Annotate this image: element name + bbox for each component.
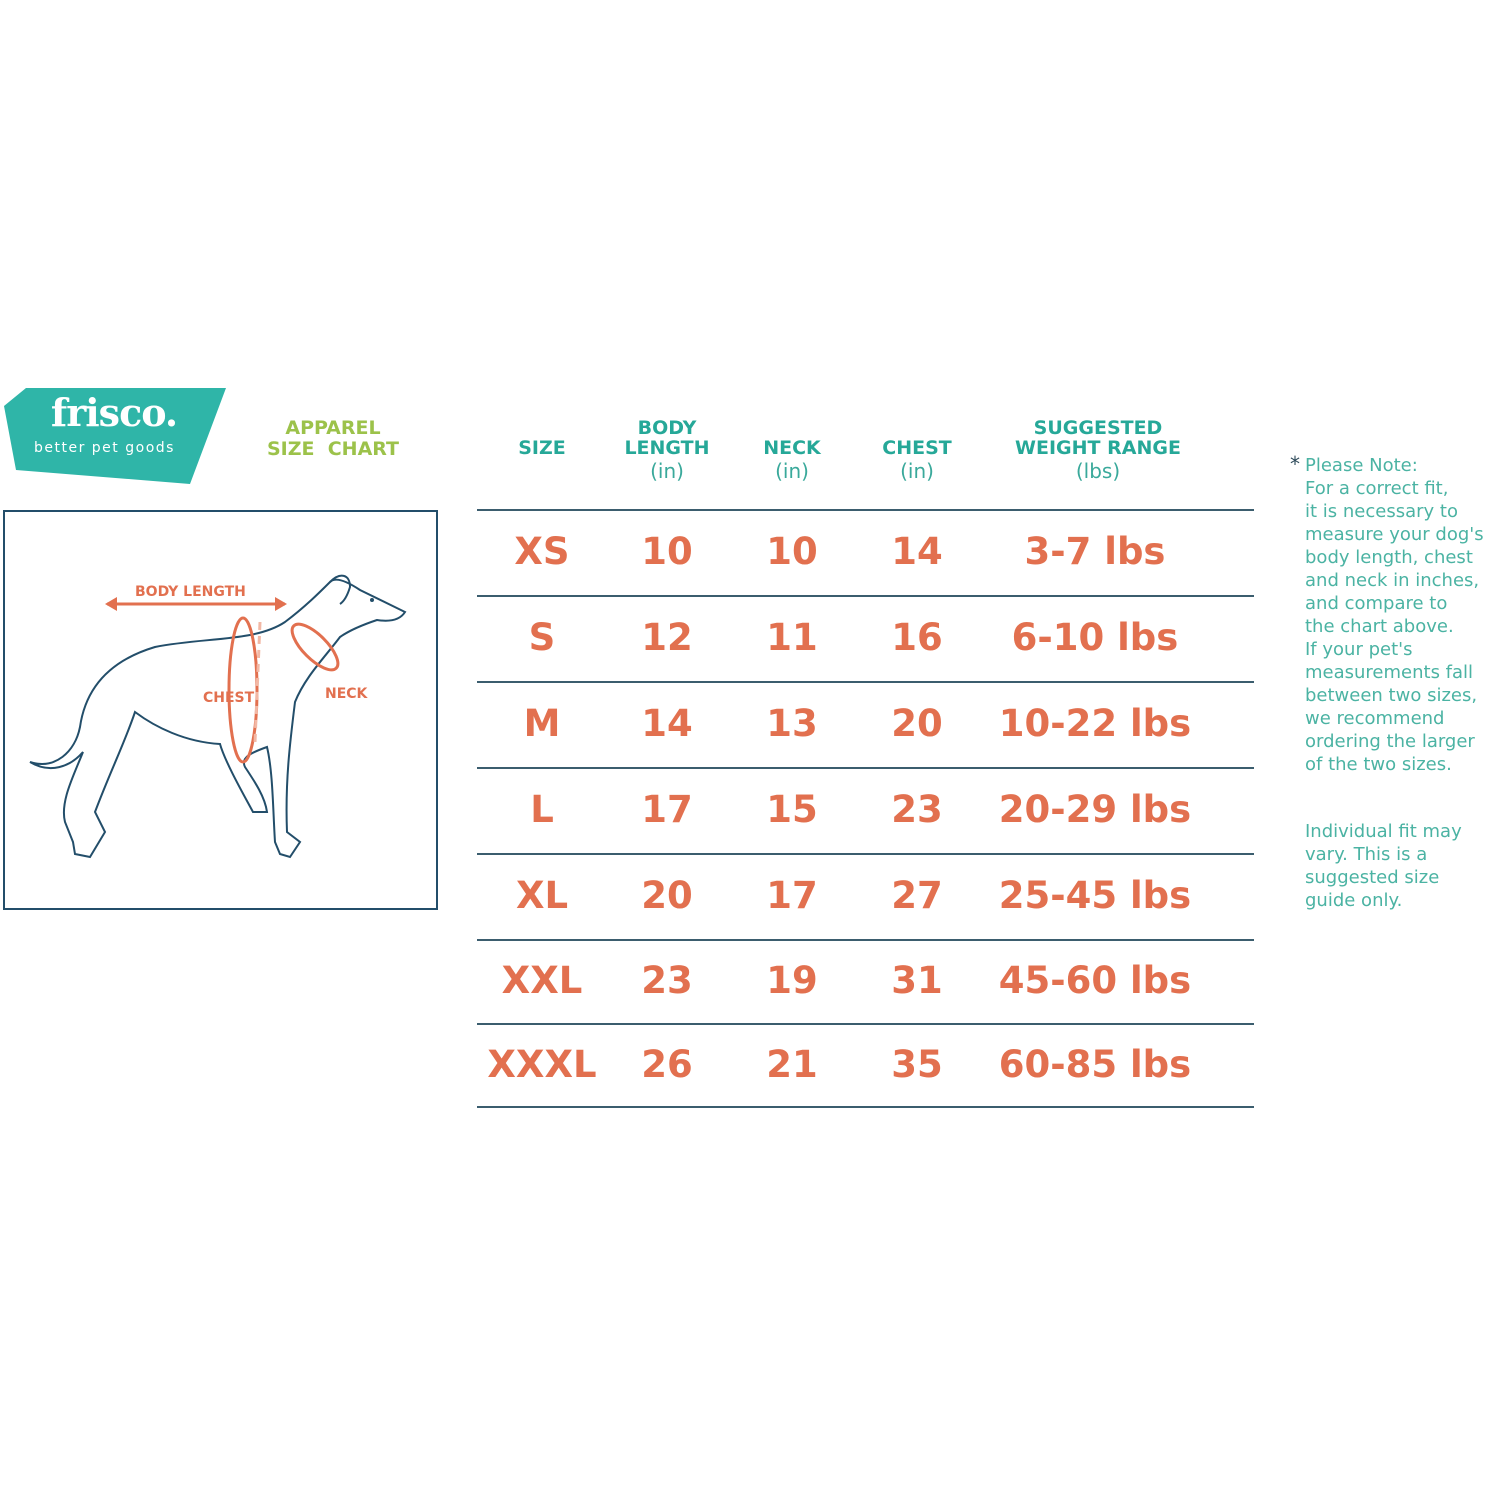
- asterisk: *: [1290, 452, 1300, 476]
- cell-weight-range: 20-29 lbs: [998, 788, 1192, 831]
- header-body-length: BODY LENGTH (in): [624, 417, 710, 483]
- header-chest: CHEST (in): [882, 437, 952, 483]
- cell-neck: 13: [766, 702, 818, 745]
- chest-label: CHEST: [203, 690, 255, 706]
- cell-weight-range: 10-22 lbs: [998, 702, 1192, 745]
- cell-body-length: 17: [641, 788, 693, 831]
- row-divider: [477, 853, 1254, 855]
- cell-neck: 15: [766, 788, 818, 831]
- cell-size: XS: [514, 530, 570, 573]
- dog-outline: [29, 578, 407, 859]
- row-divider: [477, 681, 1254, 683]
- fit-disclaimer: Individual fit may vary. This is a sugge…: [1305, 821, 1462, 911]
- cell-body-length: 10: [641, 530, 693, 573]
- row-divider: [477, 767, 1254, 769]
- cell-neck: 10: [766, 530, 818, 573]
- cell-size: XXXL: [487, 1042, 597, 1086]
- cell-body-length: 26: [641, 1042, 693, 1086]
- title-line-2: SIZE CHART: [266, 438, 400, 460]
- cell-body-length: 12: [641, 616, 693, 659]
- cell-size: S: [528, 616, 556, 659]
- fit-note: Please Note: For a correct fit, it is ne…: [1305, 455, 1484, 775]
- row-divider: [477, 509, 1254, 511]
- cell-chest: 14: [891, 530, 943, 573]
- cell-size: XL: [515, 874, 569, 917]
- cell-body-length: 20: [641, 874, 693, 917]
- chart-title: APPAREL SIZE CHART: [262, 418, 404, 460]
- header-weight-range: SUGGESTED WEIGHT RANGE (lbs): [1015, 417, 1181, 483]
- frisco-logo: frisco. better pet goods: [4, 388, 228, 484]
- dog-ear: [329, 574, 352, 605]
- cell-body-length: 23: [641, 959, 693, 1002]
- brand-name: frisco.: [50, 390, 178, 435]
- neck-loop: [290, 622, 340, 672]
- cell-body-length: 14: [641, 702, 693, 745]
- cell-chest: 35: [891, 1042, 943, 1086]
- cell-weight-range: 60-85 lbs: [998, 1042, 1192, 1086]
- cell-chest: 27: [891, 874, 943, 917]
- header-size: SIZE: [518, 437, 566, 459]
- row-divider: [477, 595, 1254, 597]
- chest-loop: [227, 616, 259, 764]
- brand-tagline: better pet goods: [34, 440, 175, 456]
- cell-weight-range: 6-10 lbs: [1011, 616, 1179, 659]
- cell-chest: 23: [891, 788, 943, 831]
- cell-neck: 11: [766, 616, 818, 659]
- cell-size: XXL: [501, 959, 583, 1002]
- cell-chest: 31: [891, 959, 943, 1002]
- cell-chest: 16: [891, 616, 943, 659]
- cell-neck: 19: [766, 959, 818, 1002]
- body-length-label: BODY LENGTH: [135, 584, 246, 600]
- cell-neck: 17: [766, 874, 818, 917]
- cell-weight-range: 25-45 lbs: [998, 874, 1192, 917]
- cell-size: L: [530, 788, 554, 831]
- cell-size: M: [523, 702, 561, 745]
- row-divider: [477, 1106, 1254, 1108]
- dog-measurement-illustration: BODY LENGTH CHEST NECK: [3, 510, 438, 910]
- cell-neck: 21: [766, 1042, 818, 1086]
- row-divider: [477, 939, 1254, 941]
- title-line-1: APPAREL: [285, 417, 381, 439]
- neck-label: NECK: [325, 686, 369, 702]
- cell-chest: 20: [891, 702, 943, 745]
- cell-weight-range: 3-7 lbs: [1024, 530, 1166, 573]
- row-divider: [477, 1023, 1254, 1025]
- header-neck: NECK (in): [763, 437, 821, 483]
- cell-weight-range: 45-60 lbs: [998, 959, 1192, 1002]
